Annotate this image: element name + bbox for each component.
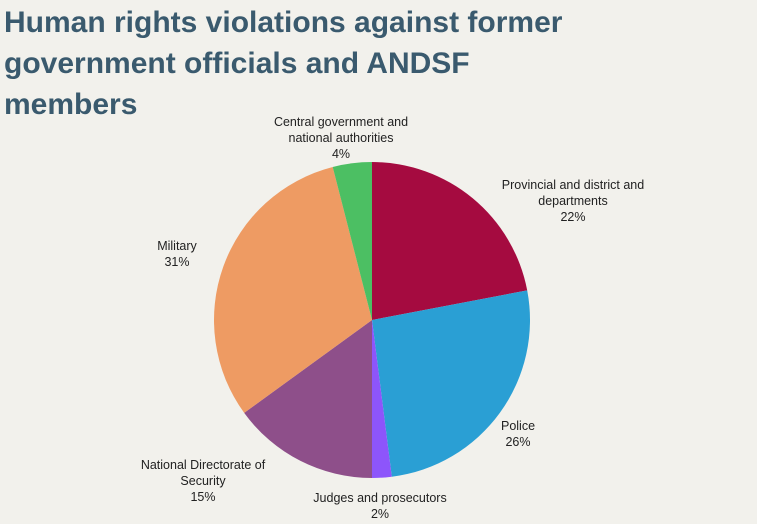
label-police: Police 26% <box>500 419 536 449</box>
label-central: Central government and national authorit… <box>273 115 409 161</box>
pie-slice-police <box>372 290 531 477</box>
pie-slice-national-directorate-of-security <box>244 320 372 479</box>
pie-slice-provincial-and-district-and-departments <box>372 162 528 320</box>
label-provincial: Provincial and district and departments 2… <box>501 178 645 224</box>
pie-slice-military <box>214 166 372 413</box>
label-military: Military 31% <box>157 239 197 269</box>
label-nds: National Directorate of Security 15% <box>140 458 266 504</box>
pie-slice-central-government-and-national-authorities <box>332 162 372 320</box>
chart-title: Human rights violations against former g… <box>4 6 563 121</box>
label-judges: Judges and prosecutors 2% <box>313 491 447 521</box>
pie-slice-judges-and-prosecutors <box>372 320 392 478</box>
